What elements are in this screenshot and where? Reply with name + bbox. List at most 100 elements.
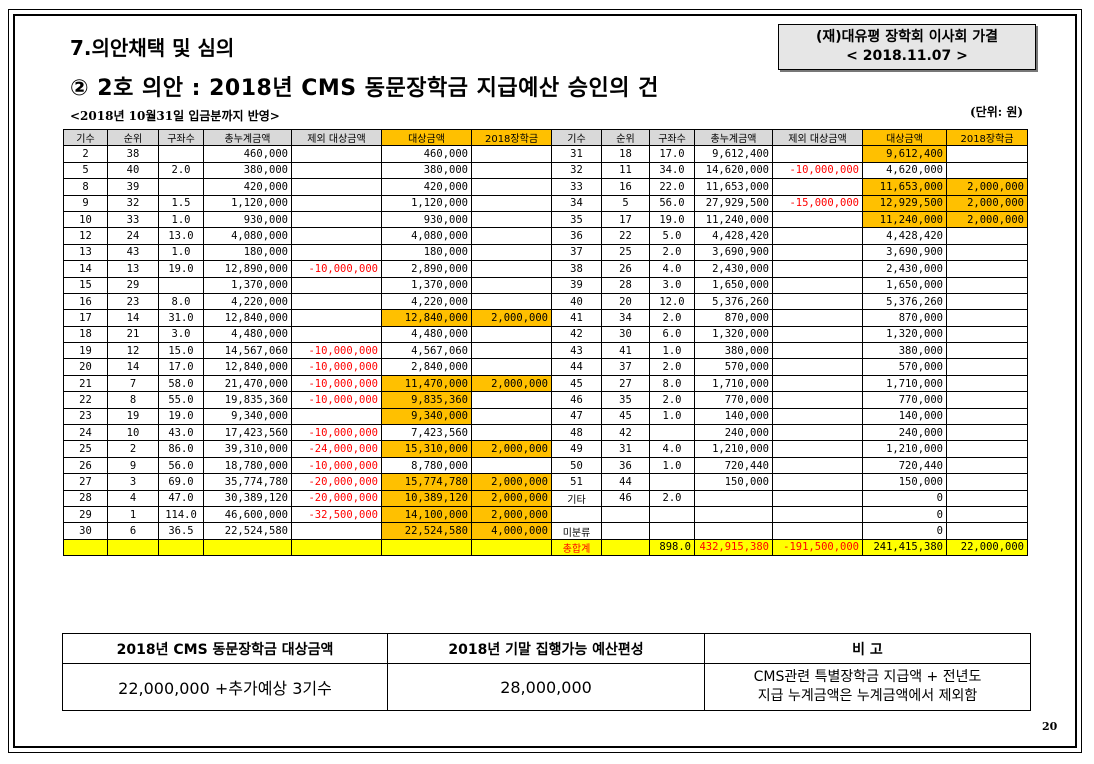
right-cell: 17.0: [649, 145, 695, 163]
left-cell: 33: [107, 210, 159, 229]
table-row: 8 39 420,000 420,000 33 16 22.0 11,653,000 11,65…: [63, 178, 1028, 196]
right-cell: [946, 440, 1028, 458]
totals-target: 241,415,380: [862, 538, 947, 557]
right-cell: -10,000,000: [772, 161, 863, 180]
left-cell: [471, 194, 552, 212]
left-cell: [471, 456, 552, 475]
left-cell: 43.0: [158, 424, 204, 442]
scholarship-table: 기수 순위 구좌수 총누계금액 제외 대상금액 대상금액 2018장학금 기수 순위 구좌수 총누계…: [63, 128, 1028, 557]
left-cell: 12,840,000: [203, 309, 292, 327]
table-row: 14 13 19.0 12,890,000 -10,000,000 2,890,000 38…: [63, 260, 1028, 278]
right-header-cell: 기수: [551, 128, 602, 147]
left-cell: 15,774,780: [381, 473, 472, 491]
right-cell: [946, 227, 1028, 245]
left-cell: [291, 210, 382, 229]
right-cell: [649, 424, 695, 442]
left-cell: 86.0: [158, 440, 204, 458]
right-cell: [946, 522, 1028, 540]
left-cell: [291, 194, 382, 212]
right-cell: 2.0: [649, 358, 695, 376]
left-cell: 4: [107, 489, 159, 507]
right-header-cell: 대상금액: [862, 128, 947, 147]
summary-header-target: 2018년 CMS 동문장학금 대상금액: [62, 633, 388, 664]
remarks-line2: 지급 누계금액은 누계금액에서 제외함: [757, 688, 978, 704]
right-cell: 570,000: [862, 358, 947, 376]
right-cell: 5,376,260: [694, 292, 773, 311]
right-cell: 2.0: [649, 391, 695, 409]
left-cell: 39,310,000: [203, 440, 292, 458]
totals-empty-cell: [471, 538, 552, 557]
left-cell: 27: [63, 473, 108, 491]
right-cell: 4.0: [649, 440, 695, 458]
deposit-note: <2018년 10월31일 입금분까지 반영>: [70, 109, 280, 123]
table-row: 15 29 1,370,000 1,370,000 39 28 3.0 1,650,000 1,…: [63, 276, 1028, 294]
right-cell: 2,430,000: [862, 260, 947, 278]
left-cell: 380,000: [203, 161, 292, 180]
right-cell: 44: [601, 473, 650, 491]
left-cell: 21: [63, 374, 108, 393]
right-cell: 26: [601, 260, 650, 278]
left-cell: 4,480,000: [203, 325, 292, 344]
left-cell: 3.0: [158, 325, 204, 344]
right-cell: [649, 505, 695, 524]
right-header-cell: 총누계금액: [694, 128, 773, 147]
left-cell: 38: [107, 145, 159, 163]
left-cell: 5: [63, 161, 108, 180]
right-cell: 1.0: [649, 407, 695, 426]
left-cell: 4,567,060: [381, 342, 472, 360]
left-cell: [291, 407, 382, 426]
left-cell: 8,780,000: [381, 456, 472, 475]
table-row: 30 6 36.5 22,524,580 22,524,580 4,000,000 미분류 0: [63, 522, 1028, 540]
left-cell: [471, 243, 552, 262]
table-row: 16 23 8.0 4,220,000 4,220,000 40 20 12.0 5,376,2…: [63, 292, 1028, 311]
left-header-cell: 기수: [63, 128, 108, 147]
left-cell: -10,000,000: [291, 342, 382, 360]
left-header-cell: 대상금액: [381, 128, 472, 147]
left-cell: 13: [63, 243, 108, 262]
left-cell: 13: [107, 260, 159, 278]
right-cell: [946, 489, 1028, 507]
left-cell: [471, 227, 552, 245]
left-cell: [158, 178, 204, 196]
right-cell: [772, 178, 863, 196]
left-cell: 2,000,000: [471, 489, 552, 507]
left-cell: 8: [63, 178, 108, 196]
right-cell: 36: [551, 227, 602, 245]
left-cell: 2: [63, 145, 108, 163]
left-cell: 19: [107, 407, 159, 426]
right-cell: 2.0: [649, 489, 695, 507]
left-cell: 30: [63, 522, 108, 540]
left-cell: 7,423,560: [381, 424, 472, 442]
left-cell: 380,000: [381, 161, 472, 180]
right-cell: 11,240,000: [862, 210, 947, 229]
left-cell: [291, 161, 382, 180]
left-cell: 4,480,000: [381, 325, 472, 344]
table-row: 12 24 13.0 4,080,000 4,080,000 36 22 5.0 4,428,4…: [63, 227, 1028, 245]
left-header-cell: 순위: [107, 128, 159, 147]
totals-excluded: -191,500,000: [772, 538, 863, 557]
left-cell: 6: [107, 522, 159, 540]
table-row: 29 1 114.0 46,600,000 -32,500,000 14,100,000 2…: [63, 505, 1028, 524]
right-cell: [772, 407, 863, 426]
right-header-cell: 제외 대상금액: [772, 128, 863, 147]
table-row: 5 40 2.0 380,000 380,000 32 11 34.0 14,620,000 -1…: [63, 161, 1028, 180]
right-cell: 12,929,500: [862, 194, 947, 212]
table-row: 2 38 460,000 460,000 31 18 17.0 9,612,400 9,612,…: [63, 145, 1028, 163]
left-cell: [291, 276, 382, 294]
left-cell: 460,000: [381, 145, 472, 163]
right-cell: 56.0: [649, 194, 695, 212]
left-cell: [471, 342, 552, 360]
right-cell: 18: [601, 145, 650, 163]
right-cell: 45: [601, 407, 650, 426]
left-cell: [158, 276, 204, 294]
table-row: 27 3 69.0 35,774,780 -20,000,000 15,774,780 2,…: [63, 473, 1028, 491]
right-cell: 미분류: [551, 522, 602, 540]
right-cell: 4,428,420: [694, 227, 773, 245]
right-cell: [694, 522, 773, 540]
summary-target-value: 22,000,000 +추가예상 3기수: [62, 663, 388, 711]
left-cell: 43: [107, 243, 159, 262]
left-cell: 28: [63, 489, 108, 507]
right-cell: 22.0: [649, 178, 695, 196]
left-cell: 24: [63, 424, 108, 442]
table-row: 28 4 47.0 30,389,120 -20,000,000 10,389,120 2,…: [63, 489, 1028, 507]
